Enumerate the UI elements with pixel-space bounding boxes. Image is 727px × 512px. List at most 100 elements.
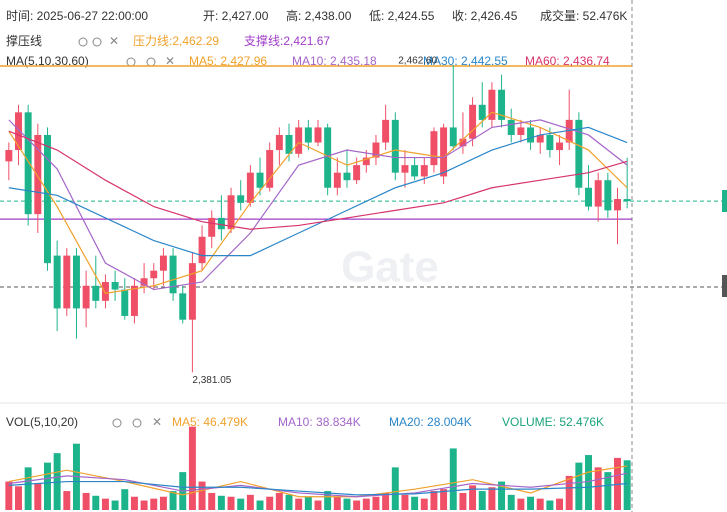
volume-bar bbox=[304, 496, 312, 510]
low-label: 2,381.05 bbox=[192, 375, 231, 386]
volume-bar bbox=[353, 500, 361, 510]
header-item: 开: 2,427.00 bbox=[203, 9, 269, 23]
candle-body bbox=[411, 165, 419, 177]
candle-body bbox=[63, 255, 71, 309]
close-icon[interactable]: ✕ bbox=[109, 34, 119, 48]
candle-body bbox=[111, 281, 119, 290]
header-item: 时间: 2025-06-27 22:00:00 bbox=[6, 9, 148, 23]
header-item: 高: 2,438.00 bbox=[286, 8, 352, 23]
volume-bar bbox=[459, 492, 467, 510]
volume-bar bbox=[594, 467, 602, 510]
candle-body bbox=[420, 165, 428, 177]
candle-body bbox=[179, 293, 187, 320]
close-icon[interactable]: ✕ bbox=[152, 415, 162, 429]
candle-body bbox=[169, 255, 177, 294]
header-item: 收: 2,426.45 bbox=[452, 9, 518, 23]
vol-ma-line bbox=[8, 472, 628, 498]
candle-body bbox=[15, 112, 22, 151]
volume-bar bbox=[208, 492, 216, 510]
volume-bar bbox=[92, 495, 100, 510]
volume-bar bbox=[63, 491, 71, 510]
volume-bar bbox=[295, 498, 303, 510]
volume-bar bbox=[246, 494, 254, 510]
candle-body bbox=[121, 289, 129, 316]
high-label: 2,462.60 bbox=[398, 55, 437, 66]
candle-body bbox=[333, 172, 341, 188]
volume-bar bbox=[198, 481, 206, 510]
eye-icon[interactable] bbox=[112, 418, 122, 428]
volume-bar bbox=[382, 492, 390, 510]
candle-body bbox=[353, 165, 361, 181]
candle-body bbox=[430, 131, 438, 166]
candle-body bbox=[604, 180, 612, 211]
volume-bar bbox=[333, 496, 341, 510]
volume-bar bbox=[449, 448, 457, 510]
legend-entry: MA60: 2,436.74 bbox=[525, 54, 610, 68]
ma-title: MA(5,10,30,60) bbox=[6, 54, 89, 68]
candle-body bbox=[34, 134, 42, 215]
legend-entry: MA30: 2,442.55 bbox=[423, 54, 508, 68]
candle-body bbox=[527, 127, 535, 143]
candle-body bbox=[478, 104, 486, 120]
header-item: 低: 2,424.55 bbox=[369, 9, 435, 23]
sr-title: 撑压线 bbox=[6, 33, 42, 48]
candle-body bbox=[449, 127, 457, 147]
candle-body bbox=[488, 89, 496, 120]
volume-bar bbox=[159, 496, 167, 510]
volume-bar bbox=[188, 426, 196, 510]
volume-bar bbox=[43, 462, 51, 510]
volume-bar bbox=[15, 486, 22, 510]
volume-bar bbox=[575, 462, 583, 510]
candle-body bbox=[5, 150, 13, 162]
volume-bar bbox=[217, 495, 225, 510]
volume-bar bbox=[469, 485, 477, 510]
candle-body bbox=[198, 236, 206, 264]
volume-bar bbox=[169, 491, 177, 510]
candle-body bbox=[343, 172, 351, 181]
candle-body bbox=[623, 199, 631, 202]
volume-bar bbox=[401, 494, 409, 510]
gear-icon[interactable] bbox=[132, 418, 142, 428]
candle-body bbox=[546, 134, 554, 151]
watermark: Gate bbox=[341, 243, 439, 292]
volume-bar bbox=[565, 475, 573, 510]
volume-bar bbox=[556, 498, 564, 510]
volume-bar bbox=[256, 500, 264, 510]
volume-bar bbox=[266, 496, 274, 510]
gear-icon[interactable] bbox=[92, 37, 102, 47]
candle-body bbox=[275, 134, 283, 151]
volume-bar bbox=[111, 500, 119, 510]
legend-entry: MA10: 38.834K bbox=[278, 415, 361, 429]
volume-bar bbox=[324, 491, 332, 510]
volume-bar bbox=[585, 455, 593, 510]
candle-body bbox=[362, 157, 370, 166]
volume-bar bbox=[227, 496, 235, 510]
support-label: 支撑线:2,421.67 bbox=[244, 33, 330, 48]
candle-body bbox=[208, 217, 216, 237]
header-item: 成交量: 52.476K bbox=[540, 8, 627, 23]
candle-body bbox=[101, 281, 109, 301]
vol-ma-line bbox=[8, 480, 628, 496]
candle-body bbox=[459, 138, 467, 147]
candle-body bbox=[507, 119, 515, 135]
candle-body bbox=[227, 195, 235, 230]
candle-body bbox=[324, 127, 332, 188]
volume-bar bbox=[372, 496, 380, 510]
candle-body bbox=[498, 89, 506, 120]
volume-bar bbox=[314, 500, 322, 510]
candle-body bbox=[565, 119, 573, 143]
candle-body bbox=[237, 195, 245, 203]
candle-body bbox=[314, 127, 322, 143]
ma-line bbox=[8, 119, 628, 291]
candle-body bbox=[372, 142, 380, 158]
volume-bar bbox=[130, 496, 138, 510]
volume-bar bbox=[275, 492, 283, 510]
eye-icon[interactable] bbox=[78, 37, 88, 47]
candle-body bbox=[159, 255, 167, 271]
volume-bar bbox=[82, 492, 90, 510]
volume-bar bbox=[140, 500, 148, 510]
close-icon[interactable]: ✕ bbox=[165, 54, 175, 68]
candle-body bbox=[256, 172, 264, 188]
